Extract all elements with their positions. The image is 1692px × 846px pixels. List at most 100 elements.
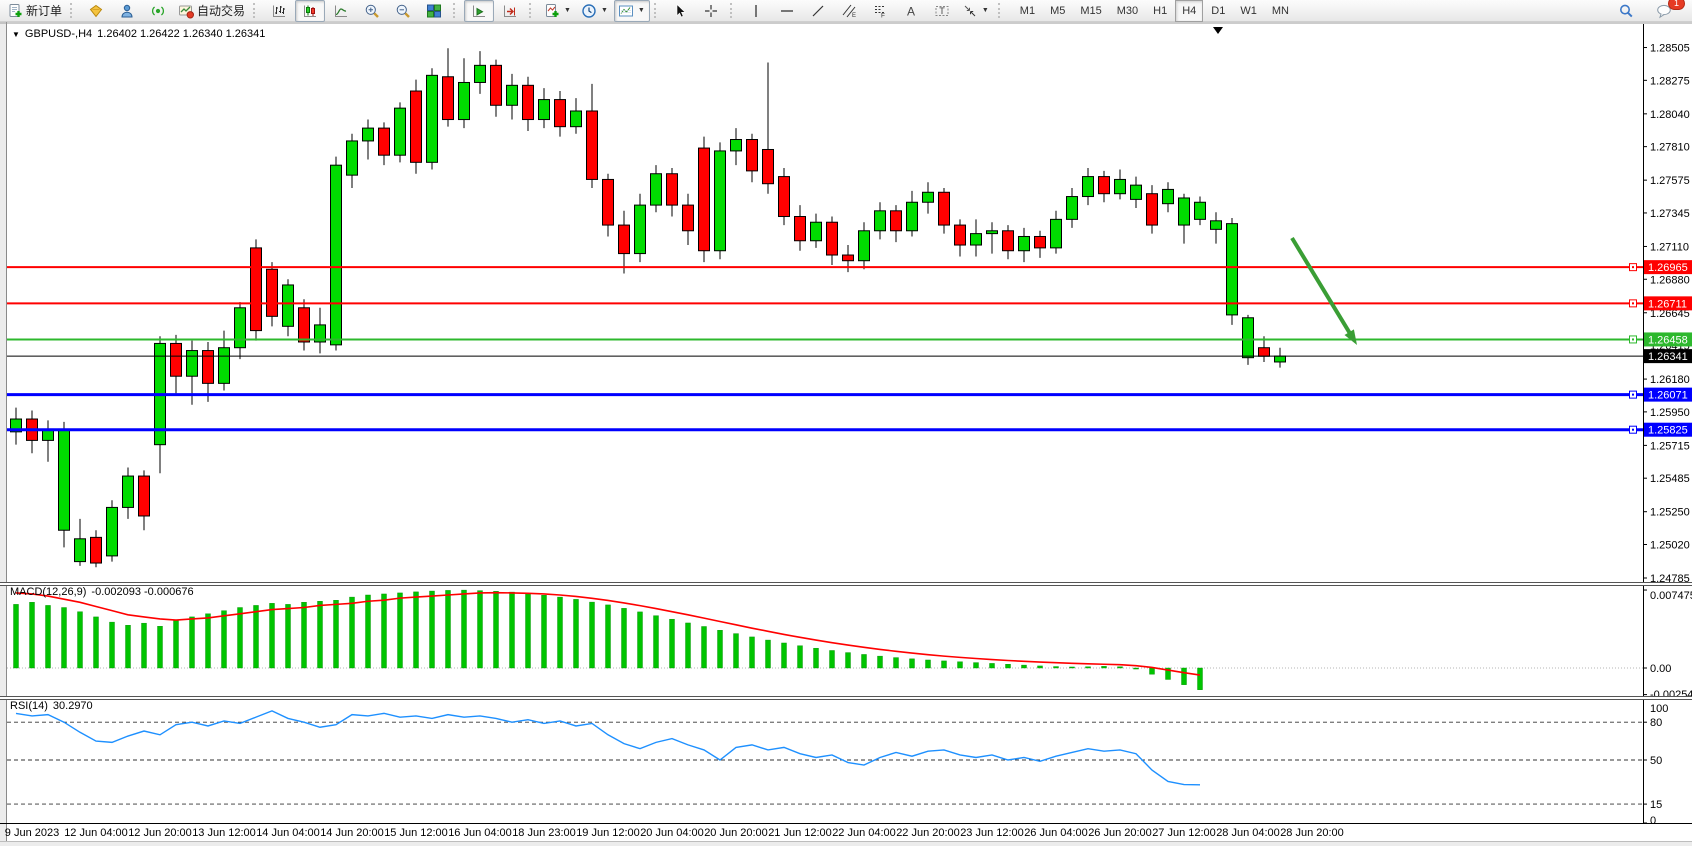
deposit-button[interactable] xyxy=(81,0,111,22)
toolbar-grip xyxy=(997,3,1004,18)
auto-trading-button[interactable]: 自动交易 xyxy=(174,0,249,22)
svg-text:0.007475: 0.007475 xyxy=(1650,590,1692,602)
svg-text:1.25020: 1.25020 xyxy=(1650,540,1690,552)
svg-text:1.26965: 1.26965 xyxy=(1648,262,1688,274)
svg-text:1.25485: 1.25485 xyxy=(1650,473,1690,485)
pane-splitter[interactable] xyxy=(0,582,1692,586)
zoom-out-button[interactable] xyxy=(388,0,418,22)
new-order-icon xyxy=(7,3,23,19)
horizontal-line-button[interactable] xyxy=(772,0,802,22)
svg-text:T: T xyxy=(939,6,945,16)
svg-text:1.26071: 1.26071 xyxy=(1648,390,1688,402)
text-button[interactable]: A xyxy=(896,0,926,22)
templates-button[interactable]: ▼ xyxy=(613,0,650,22)
svg-text:1.26880: 1.26880 xyxy=(1650,274,1690,286)
horizontal-price-lines[interactable] xyxy=(7,263,1643,434)
chart-shift-button[interactable] xyxy=(495,0,525,22)
tab-timeframe-D1[interactable]: D1 xyxy=(1211,4,1226,17)
indicators-button[interactable]: ▼ xyxy=(540,0,576,22)
tab-timeframe-M15[interactable]: M15 xyxy=(1080,4,1102,17)
tab-timeframe-M5[interactable]: M5 xyxy=(1050,4,1066,17)
tile-windows-button[interactable] xyxy=(419,0,449,22)
search-button[interactable] xyxy=(1611,0,1641,22)
svg-text:13 Jun 12:00: 13 Jun 12:00 xyxy=(192,827,256,839)
tab-timeframe-M30[interactable]: M30 xyxy=(1116,4,1139,17)
svg-text:23 Jun 12:00: 23 Jun 12:00 xyxy=(960,827,1024,839)
crosshair-button[interactable] xyxy=(696,0,726,22)
zoom-in-button[interactable] xyxy=(357,0,387,22)
chart-shift-marker[interactable] xyxy=(1213,27,1223,34)
svg-text:1.25950: 1.25950 xyxy=(1650,407,1690,419)
auto-trading-label: 自动交易 xyxy=(197,4,246,18)
trendline-button[interactable] xyxy=(803,0,833,22)
cursor-button[interactable] xyxy=(665,0,695,22)
svg-text:15 Jun 12:00: 15 Jun 12:00 xyxy=(384,827,448,839)
clock-icon xyxy=(581,3,597,19)
chat-icon xyxy=(1656,3,1673,19)
arrows-button[interactable]: ▼ xyxy=(958,0,994,22)
new-order-button[interactable]: 新订单 xyxy=(3,0,66,22)
toolbar-grip xyxy=(653,3,660,18)
text-label-icon: T xyxy=(934,3,950,19)
periods-dropdown-icon[interactable]: ▼ xyxy=(600,7,608,14)
arrows-icon xyxy=(962,3,978,19)
svg-text:22 Jun 04:00: 22 Jun 04:00 xyxy=(832,827,896,839)
auto-scroll-button[interactable] xyxy=(464,0,495,22)
equidistant-channel-button[interactable]: E xyxy=(834,0,864,22)
text-label-button[interactable]: T xyxy=(927,0,957,22)
toolbar-grip xyxy=(253,3,259,18)
templates-dropdown-icon[interactable]: ▼ xyxy=(637,7,645,14)
toolbar-grip xyxy=(529,3,535,18)
zoom-out-icon xyxy=(395,3,411,19)
svg-text:1.26341: 1.26341 xyxy=(1648,351,1688,363)
tab-timeframe-H1[interactable]: H1 xyxy=(1153,4,1168,17)
arrows-dropdown-icon[interactable]: ▼ xyxy=(981,7,989,14)
indicators-dropdown-icon[interactable]: ▼ xyxy=(564,7,571,14)
profiles-button[interactable] xyxy=(112,0,142,22)
svg-text:0: 0 xyxy=(1650,815,1656,827)
signal-icon xyxy=(150,3,166,19)
svg-text:12 Jun 20:00: 12 Jun 20:00 xyxy=(128,827,192,839)
svg-text:1.27575: 1.27575 xyxy=(1650,175,1690,187)
trendline-icon xyxy=(810,3,826,19)
svg-text:1.26458: 1.26458 xyxy=(1648,334,1688,346)
pane-splitter[interactable] xyxy=(0,696,1692,700)
tab-timeframe-MN[interactable]: MN xyxy=(1271,4,1289,17)
toolbar: 新订单 自动交易 xyxy=(0,0,1692,22)
horizontal-line-icon xyxy=(779,3,795,19)
vertical-line-button[interactable] xyxy=(741,0,771,22)
line-chart-button[interactable] xyxy=(326,0,356,22)
candlestick-chart-button[interactable] xyxy=(295,0,326,22)
new-order-label: 新订单 xyxy=(26,4,63,18)
rsi-pane[interactable]: 100 80 50 15 0 xyxy=(7,696,1668,827)
svg-text:F: F xyxy=(881,12,885,19)
svg-text:1.27110: 1.27110 xyxy=(1650,241,1689,253)
svg-text:1.28505: 1.28505 xyxy=(1650,43,1690,55)
toolbar-grip xyxy=(453,3,459,18)
signals-button[interactable] xyxy=(143,0,173,22)
svg-text:1.27345: 1.27345 xyxy=(1650,208,1690,220)
time-axis[interactable]: 9 Jun 2023 12 Jun 04:00 12 Jun 20:00 13 Jun… xyxy=(5,827,1344,839)
tab-timeframe-H4[interactable]: H4 xyxy=(1175,0,1204,22)
notifications-button[interactable]: 1 xyxy=(1649,0,1685,22)
svg-text:1.26645: 1.26645 xyxy=(1650,308,1690,320)
gold-icon xyxy=(88,3,104,19)
svg-text:28 Jun 20:00: 28 Jun 20:00 xyxy=(1280,827,1344,839)
svg-text:14 Jun 04:00: 14 Jun 04:00 xyxy=(256,827,320,839)
svg-text:1.28275: 1.28275 xyxy=(1650,75,1690,87)
bar-chart-icon xyxy=(271,3,287,19)
tab-timeframe-M1[interactable]: M1 xyxy=(1019,4,1036,17)
periods-button[interactable]: ▼ xyxy=(577,0,613,22)
svg-text:1.25250: 1.25250 xyxy=(1650,507,1690,519)
fibonacci-button[interactable]: F xyxy=(865,0,895,22)
svg-text:80: 80 xyxy=(1650,717,1662,729)
price-axis[interactable]: 1.28505 1.28275 1.28040 1.27810 1.27575 1.273… xyxy=(1643,24,1692,823)
trend-arrow-annotation[interactable] xyxy=(1290,236,1357,345)
price-chart[interactable]: 1.28505 1.28275 1.28040 1.27810 1.27575 1.273… xyxy=(0,22,1692,846)
zoom-in-icon xyxy=(364,3,380,19)
svg-text:16 Jun 04:00: 16 Jun 04:00 xyxy=(448,827,512,839)
bar-chart-button[interactable] xyxy=(264,0,294,22)
svg-text:50: 50 xyxy=(1650,755,1662,767)
tab-timeframe-W1[interactable]: W1 xyxy=(1240,4,1257,17)
